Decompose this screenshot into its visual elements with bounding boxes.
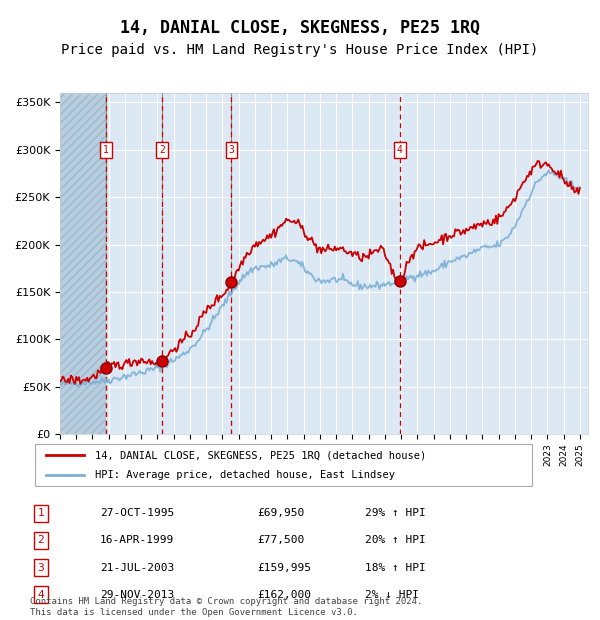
- Text: 16-APR-1999: 16-APR-1999: [100, 536, 175, 546]
- Text: 3: 3: [37, 562, 44, 572]
- Text: 1: 1: [37, 508, 44, 518]
- Bar: [60, 93, 104, 434]
- Text: 21-JUL-2003: 21-JUL-2003: [100, 562, 175, 572]
- Text: 2: 2: [37, 536, 44, 546]
- Text: Price paid vs. HM Land Registry's House Price Index (HPI): Price paid vs. HM Land Registry's House …: [61, 43, 539, 58]
- Text: 18% ↑ HPI: 18% ↑ HPI: [365, 562, 425, 572]
- Text: 2: 2: [159, 145, 165, 155]
- Text: 4: 4: [37, 590, 44, 600]
- Text: HPI: Average price, detached house, East Lindsey: HPI: Average price, detached house, East…: [95, 469, 395, 479]
- Text: £69,950: £69,950: [257, 508, 304, 518]
- Text: 29-NOV-2013: 29-NOV-2013: [100, 590, 175, 600]
- Text: 27-OCT-1995: 27-OCT-1995: [100, 508, 175, 518]
- Text: 20% ↑ HPI: 20% ↑ HPI: [365, 536, 425, 546]
- Text: Contains HM Land Registry data © Crown copyright and database right 2024.
This d: Contains HM Land Registry data © Crown c…: [30, 598, 422, 617]
- Text: £77,500: £77,500: [257, 536, 304, 546]
- Text: 1: 1: [103, 145, 109, 155]
- Text: 2% ↓ HPI: 2% ↓ HPI: [365, 590, 419, 600]
- Text: 3: 3: [229, 145, 235, 155]
- FancyBboxPatch shape: [35, 444, 532, 486]
- Text: 4: 4: [397, 145, 403, 155]
- Text: 14, DANIAL CLOSE, SKEGNESS, PE25 1RQ (detached house): 14, DANIAL CLOSE, SKEGNESS, PE25 1RQ (de…: [95, 451, 426, 461]
- Text: 29% ↑ HPI: 29% ↑ HPI: [365, 508, 425, 518]
- Text: £159,995: £159,995: [257, 562, 311, 572]
- Text: £162,000: £162,000: [257, 590, 311, 600]
- Text: 14, DANIAL CLOSE, SKEGNESS, PE25 1RQ: 14, DANIAL CLOSE, SKEGNESS, PE25 1RQ: [120, 19, 480, 37]
